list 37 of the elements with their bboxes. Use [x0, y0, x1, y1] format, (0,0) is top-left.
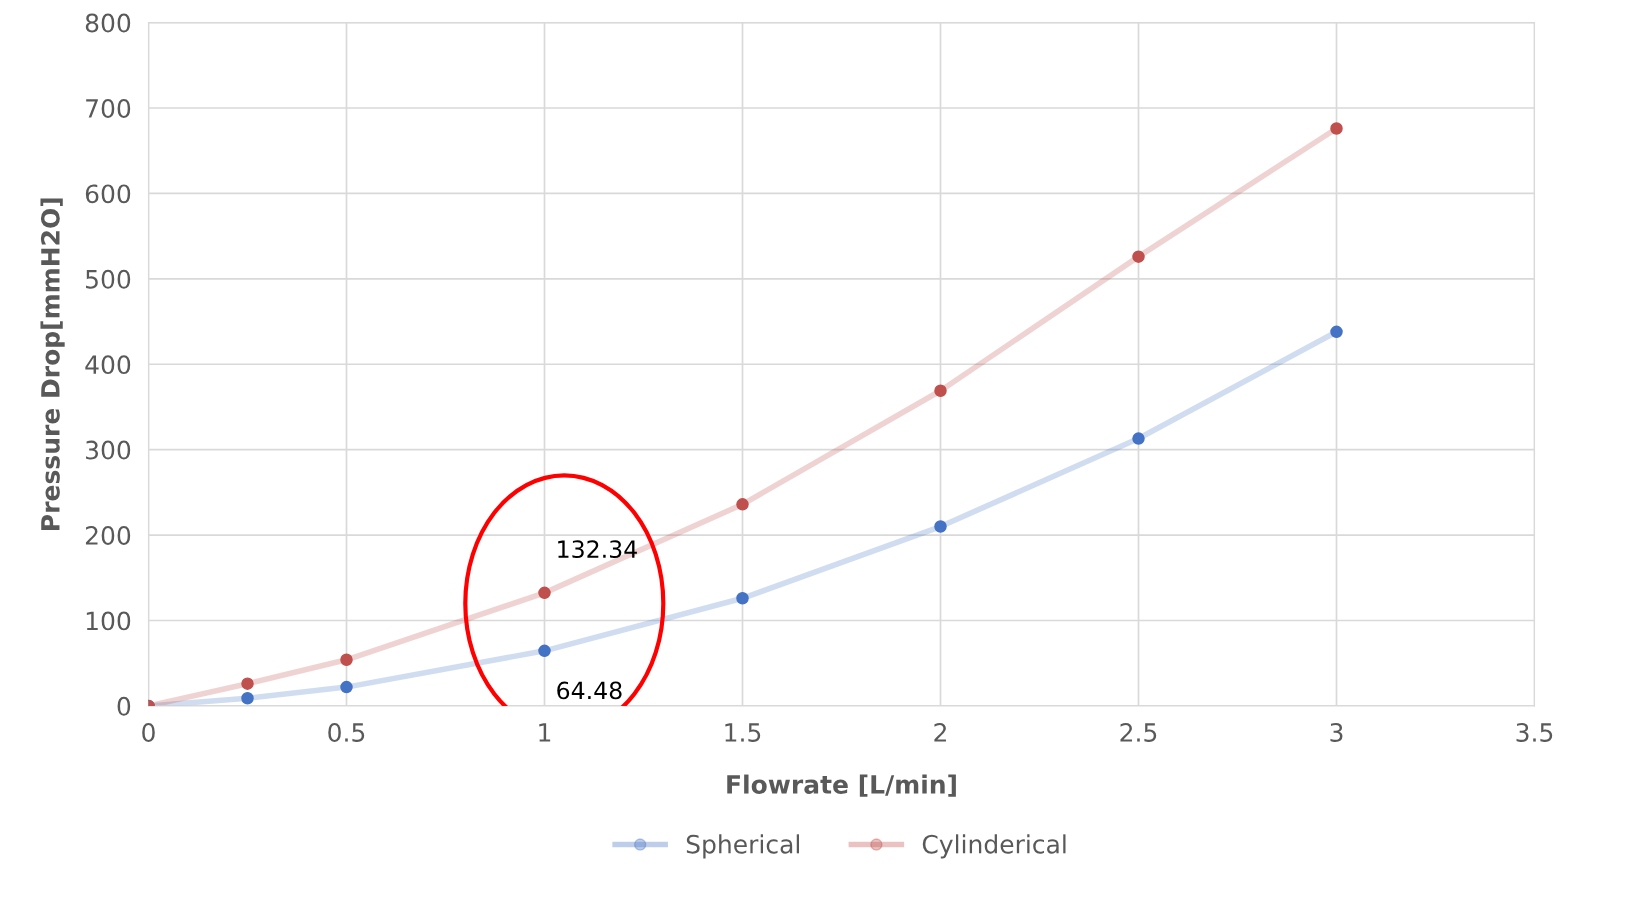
point: [538, 586, 551, 600]
x-tick-label: 3: [1330, 723, 1343, 742]
y-tick-label: 400: [85, 355, 131, 375]
x-tick-label: 1.5: [725, 723, 761, 742]
point: [241, 691, 254, 705]
point: [340, 680, 353, 694]
legend-label: Spherical: [686, 834, 800, 859]
point: [736, 592, 749, 605]
x-tick-label: 2.5: [1120, 723, 1157, 742]
point: [1132, 250, 1145, 263]
y-axis-title: Pressure Drop[mmH2O]: [40, 198, 65, 530]
x-axis-title: Flowrate [L/min]: [727, 774, 956, 797]
y-tick-label: 300: [86, 440, 131, 460]
x-tick-label: 3.5: [1516, 723, 1553, 742]
point: [934, 520, 947, 533]
point: [1330, 122, 1343, 135]
annotation: 64.48: [557, 681, 622, 700]
point: [241, 677, 254, 690]
annotation: 132.34: [558, 540, 637, 559]
point: [1330, 325, 1343, 339]
y-tick-label: 100: [86, 611, 131, 631]
point: [736, 498, 749, 511]
y-tick-label: 0: [117, 696, 131, 716]
point: [934, 384, 947, 397]
x-tick-label: 2: [934, 723, 946, 742]
y-tick-label: 500: [86, 269, 131, 289]
y-tick-label: 700: [86, 98, 131, 118]
y-tick-label: 600: [85, 184, 131, 204]
point: [340, 653, 353, 667]
legend-label: Cylinderical: [922, 834, 1066, 859]
x-tick-label: 1: [539, 723, 551, 742]
x-tick-label: 0.5: [328, 723, 365, 742]
y-tick-label: 800: [85, 13, 131, 33]
point: [1132, 432, 1145, 445]
point: [538, 644, 551, 658]
x-tick-label: 0: [142, 723, 155, 742]
y-tick-label: 200: [85, 526, 131, 545]
